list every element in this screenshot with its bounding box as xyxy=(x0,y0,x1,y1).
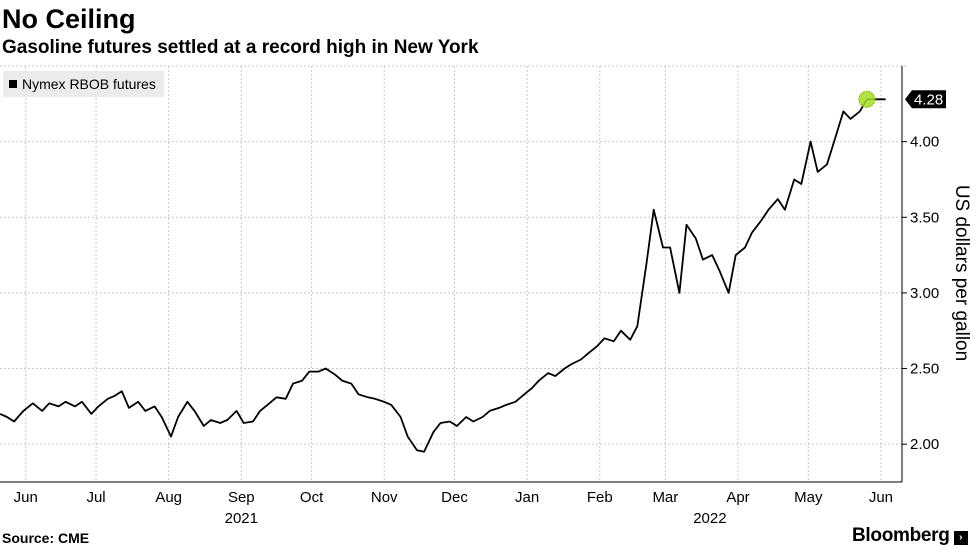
y-tick-label: 3.00 xyxy=(910,285,939,302)
legend: Nymex RBOB futures xyxy=(3,71,164,97)
x-tick-label: Apr xyxy=(726,489,749,506)
x-tick-label: Feb xyxy=(587,489,613,506)
x-tick-label: Aug xyxy=(155,489,182,506)
last-value-tag xyxy=(905,90,946,109)
series-line-rbob xyxy=(0,98,886,453)
bloomberg-logo: Bloomberg › xyxy=(852,525,968,547)
last-value-label: 4.28 xyxy=(914,91,943,108)
x-tick-label: Nov xyxy=(371,489,398,506)
x-tick-label: Jul xyxy=(86,489,105,506)
x-year-label: 2022 xyxy=(693,510,726,527)
chart-subtitle: Gasoline futures settled at a record hig… xyxy=(2,37,479,58)
series-layer xyxy=(0,98,886,453)
last-value-callout: 4.28 xyxy=(858,90,946,109)
x-axis: Jun Jul Aug Sep Oct Nov Dec Jan Feb Mar Apr May Jun 2… xyxy=(0,481,902,527)
legend-swatch xyxy=(9,80,17,88)
legend-label: Nymex RBOB futures xyxy=(22,76,156,92)
y-tick-label: 2.50 xyxy=(910,361,939,378)
x-tick-label: Jan xyxy=(515,489,539,506)
x-tick-label: Oct xyxy=(300,489,324,506)
x-tick-label: Jun xyxy=(14,489,38,506)
gridlines xyxy=(0,65,907,482)
y-tick-label: 3.50 xyxy=(910,209,939,226)
y-axis-title: US dollars per gallon xyxy=(951,185,972,361)
brand-name: Bloomberg xyxy=(852,525,950,546)
source-note: Source: CME xyxy=(2,530,90,546)
y-axis: 2.00 2.50 3.00 3.50 4.00 xyxy=(901,66,939,482)
brand-mark-icon: › xyxy=(953,531,968,545)
x-tick-label: May xyxy=(794,489,823,506)
x-tick-label: Sep xyxy=(228,489,255,506)
x-year-label: 2021 xyxy=(225,510,258,527)
y-tick-label: 2.00 xyxy=(910,436,939,453)
y-tick-label: 4.00 xyxy=(910,134,939,151)
highlight-marker xyxy=(858,90,876,108)
chart-title: No Ceiling xyxy=(2,4,136,34)
x-tick-label: Dec xyxy=(441,489,468,506)
x-tick-label: Mar xyxy=(652,489,678,506)
x-tick-label: Jun xyxy=(869,489,893,506)
